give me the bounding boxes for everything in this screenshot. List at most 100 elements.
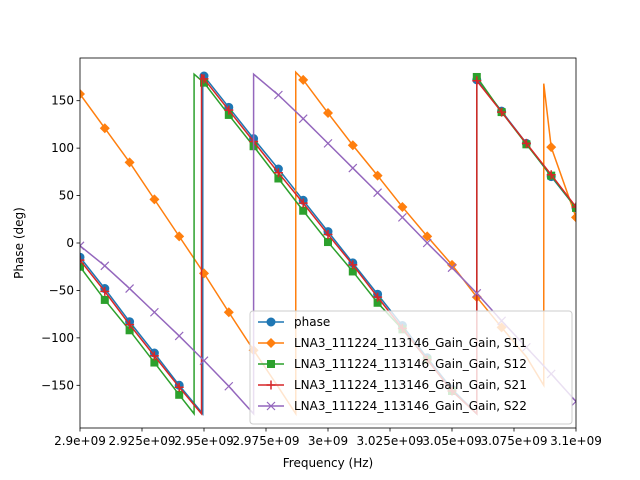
x-axis-label: Frequency (Hz) (283, 456, 374, 470)
x-tick-label: 3e+09 (308, 434, 348, 448)
y-tick-label: −50 (49, 283, 74, 297)
data-point (80, 252, 85, 262)
legend-item: LNA3_111224_113146_Gain_Gain, S11 (258, 336, 527, 350)
legend-marker (267, 360, 275, 368)
data-point (521, 138, 531, 148)
data-point (99, 123, 110, 134)
legend-label: phase (294, 315, 330, 329)
data-point (373, 292, 383, 302)
data-point (174, 231, 185, 242)
legend-item: LNA3_111224_113146_Gain_Gain, S21 (258, 378, 527, 392)
legend-marker (266, 317, 276, 327)
x-axis: 2.9e+09 2.925e+092.95e+092.975e+09 3e+09 3.… (54, 428, 602, 448)
legend-label: LNA3_111224_113146_Gain_Gain, S22 (294, 399, 527, 413)
data-point (80, 255, 85, 265)
data-point (422, 231, 433, 242)
data-point (125, 326, 134, 335)
data-point (199, 356, 209, 366)
data-point (298, 114, 308, 124)
x-tick-label: 2.95e+09 (174, 434, 233, 448)
data-point (149, 194, 160, 205)
legend-label: LNA3_111224_113146_Gain_Gain, S12 (294, 357, 527, 371)
legend-box (249, 310, 573, 425)
data-point (324, 238, 332, 247)
data-point (80, 241, 85, 251)
data-point (274, 174, 283, 183)
data-point (273, 90, 283, 100)
data-point (223, 307, 234, 318)
data-point (397, 201, 408, 212)
y-tick-label: 0 (66, 236, 74, 250)
data-point (348, 267, 357, 276)
data-point (199, 74, 209, 84)
x-tick-label: 2.9e+09 (54, 434, 106, 448)
data-point (224, 105, 234, 115)
data-point (373, 298, 382, 307)
data-point (80, 89, 85, 100)
data-point (174, 382, 184, 392)
data-point (175, 390, 184, 399)
y-tick-label: 50 (59, 189, 74, 203)
data-point (298, 198, 308, 208)
y-tick-label: −100 (41, 331, 74, 345)
data-point (299, 206, 308, 215)
data-point (323, 108, 333, 119)
x-tick-label: 2.925e+09 (108, 434, 175, 448)
data-point (80, 262, 84, 271)
data-point (100, 286, 110, 296)
data-point (347, 140, 358, 151)
data-point (348, 260, 358, 270)
data-point (224, 110, 233, 119)
legend-item: phase (258, 315, 330, 329)
data-point (149, 307, 159, 317)
data-point (323, 229, 333, 239)
data-point (571, 212, 576, 223)
legend-item: LNA3_111224_113146_Gain_Gain, S12 (258, 357, 527, 371)
x-tick-label: 3.025e+09 (356, 434, 423, 448)
data-point (546, 142, 557, 153)
data-point (472, 76, 482, 86)
data-point (447, 259, 457, 270)
data-point (100, 261, 110, 271)
data-point (298, 74, 309, 85)
legend-marker (266, 338, 276, 348)
y-tick-label: −150 (41, 378, 74, 392)
data-point (422, 238, 432, 248)
legend-label: LNA3_111224_113146_Gain_Gain, S11 (294, 336, 527, 350)
data-point (373, 188, 383, 198)
data-point (125, 284, 135, 293)
series-line (80, 72, 576, 416)
data-point (149, 351, 159, 361)
data-point (174, 331, 184, 341)
data-point (497, 107, 507, 117)
data-point (572, 203, 576, 212)
x-tick-label: 3.075e+09 (480, 434, 547, 448)
data-point (150, 358, 159, 367)
data-point (125, 320, 135, 330)
data-point (447, 263, 457, 273)
series-3 (80, 73, 576, 416)
x-tick-label: 2.975e+09 (232, 434, 299, 448)
data-point (372, 170, 383, 181)
x-tick-label: 3.1e+09 (550, 434, 602, 448)
legend-marker (266, 380, 276, 390)
data-point (323, 138, 333, 148)
data-point (348, 163, 358, 173)
data-point (124, 157, 135, 168)
data-point (224, 381, 234, 391)
legend-label: LNA3_111224_113146_Gain_Gain, S21 (294, 378, 527, 392)
y-axis: −150 −100 −50 0 50 100 150 (41, 94, 80, 392)
data-point (571, 202, 576, 212)
x-tick-label: 3.05e+09 (422, 434, 481, 448)
series-line (80, 73, 576, 416)
series-line (80, 72, 576, 416)
legend-marker (266, 401, 276, 411)
y-axis-label: Phase (deg) (12, 207, 26, 279)
legend: phase LNA3_111224_113146_Gain_Gain, S11 LN… (249, 310, 573, 425)
data-point (546, 170, 556, 180)
y-tick-label: 100 (51, 141, 74, 155)
data-point (397, 212, 407, 222)
data-point (100, 295, 109, 304)
data-point (472, 288, 482, 298)
